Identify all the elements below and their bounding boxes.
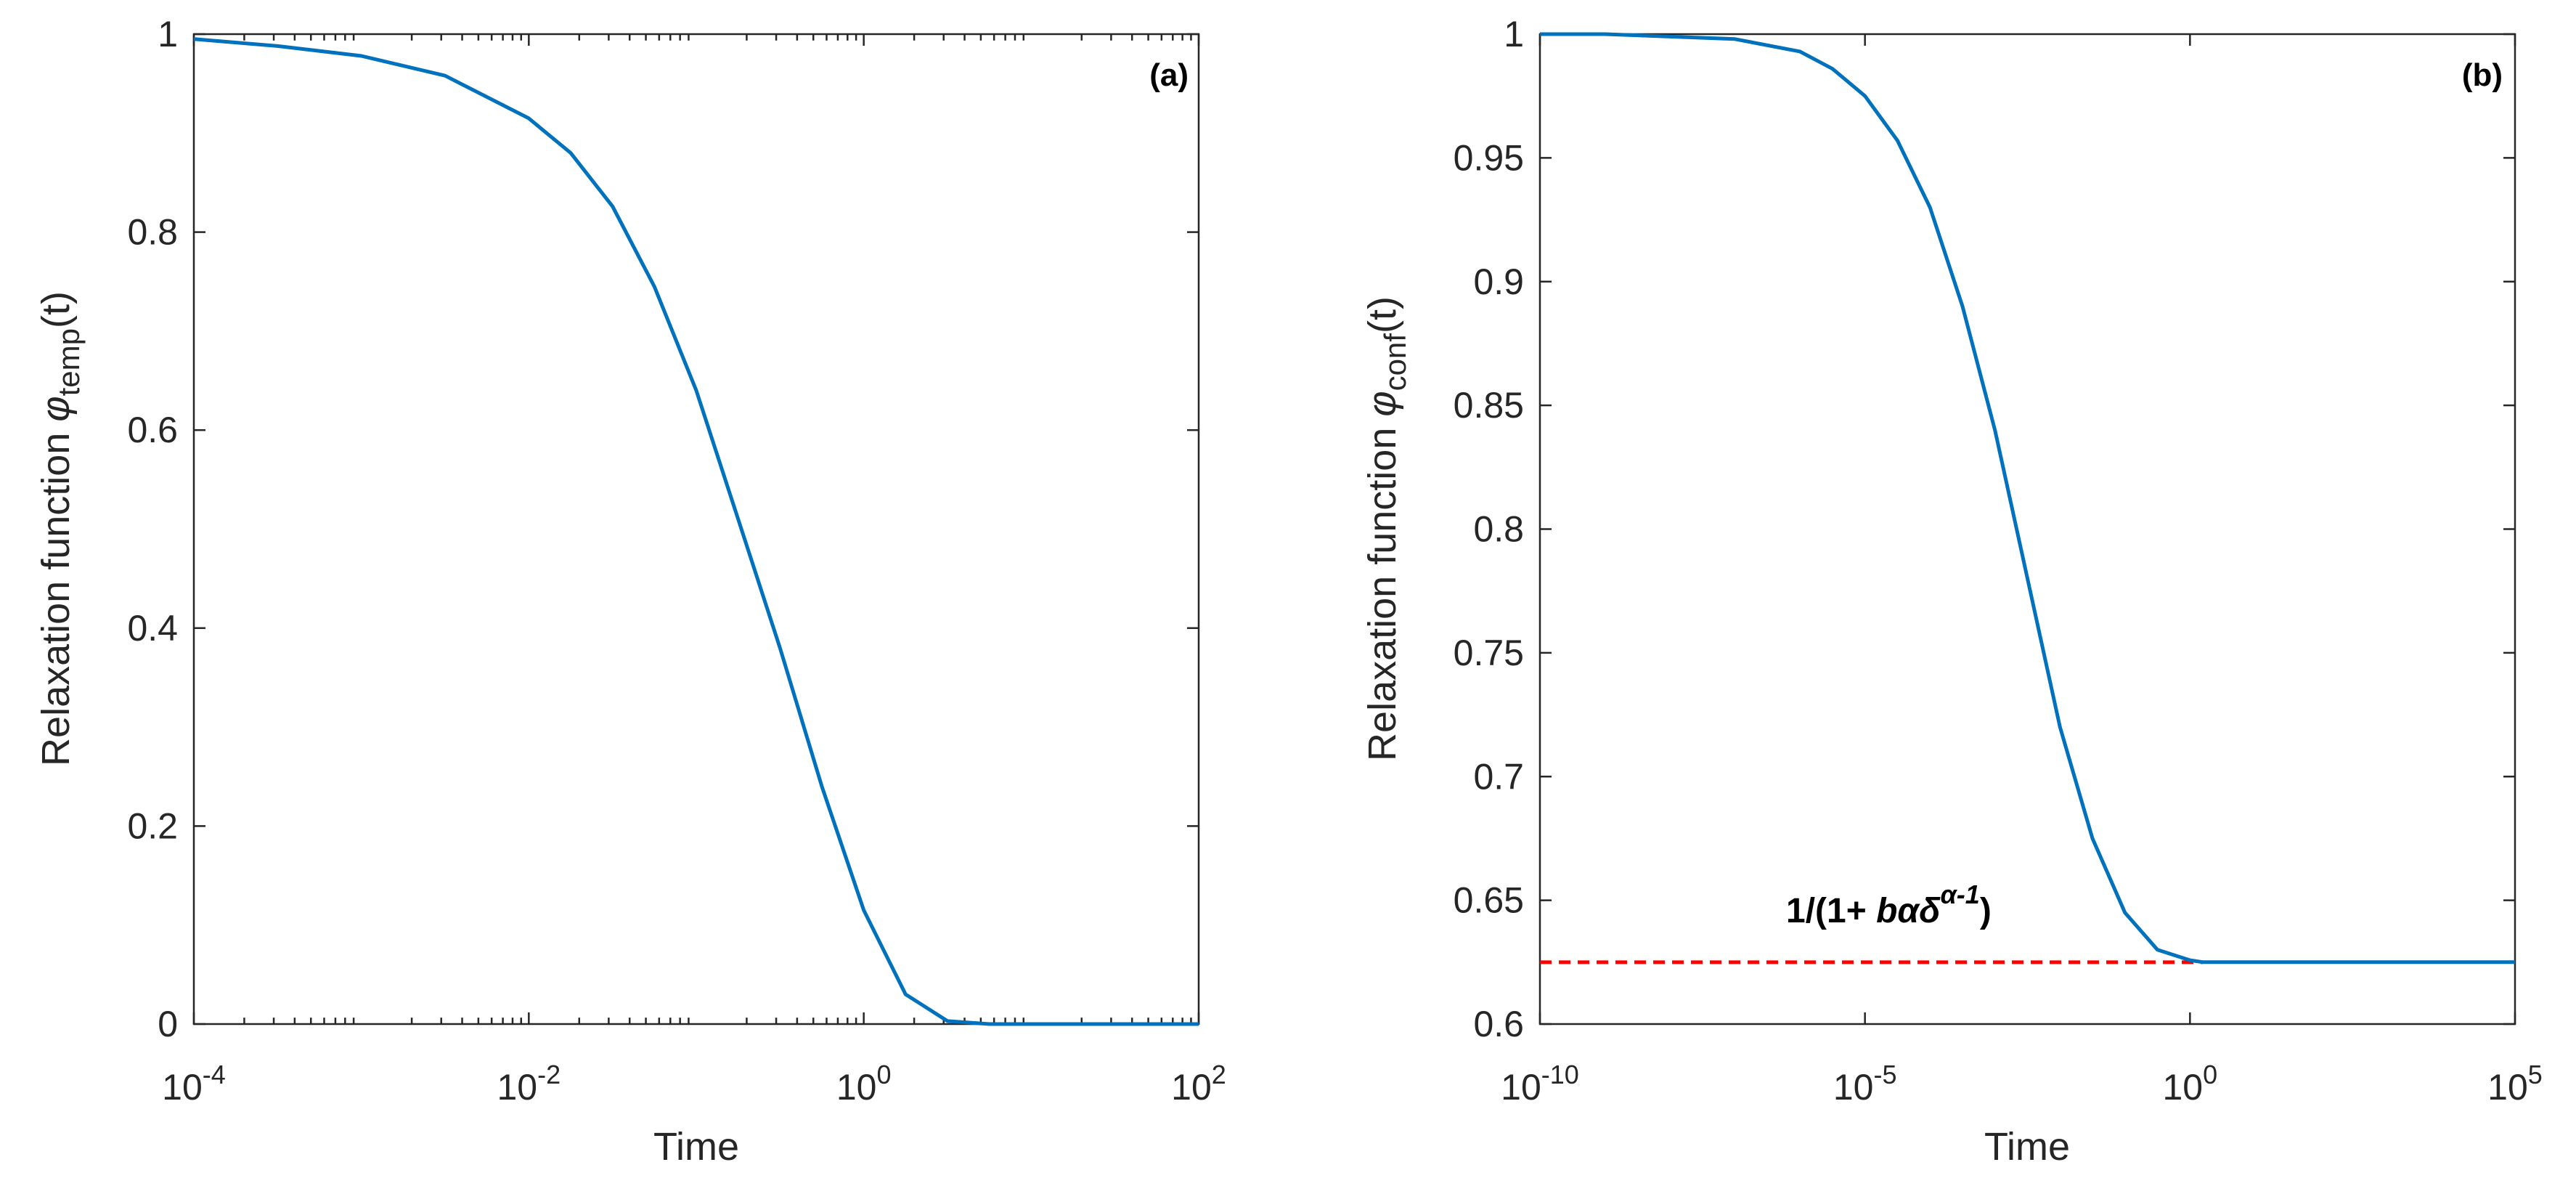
y-tick-label: 0.85 (1454, 385, 1524, 426)
x-tick-labels-b: 10-10 10-5 100 105 (1501, 1060, 2543, 1108)
x-axis-label-b: Time (1984, 1125, 2070, 1169)
y-tick-label: 0.95 (1454, 137, 1524, 178)
y-tick-label: 0.4 (127, 608, 178, 649)
y-axis-label-a: Relaxation function φtemp(t) (34, 291, 86, 766)
x-tick-label: 100 (2163, 1060, 2218, 1108)
x-axis-label-a: Time (653, 1125, 739, 1169)
y-tick-labels-b: 0.6 0.65 0.7 0.75 0.8 0.85 0.9 0.95 1 (1454, 14, 1524, 1044)
y-tick-label: 1 (158, 14, 178, 54)
y-tick-label: 0.75 (1454, 633, 1524, 673)
x-tick-label: 10-5 (1833, 1060, 1897, 1108)
reference-line-label: 1/(1+ bαδα-1) (1786, 880, 1992, 930)
panel-a: 0 0.2 0.4 0.6 0.8 1 10-4 10-2 100 102 (a) Time R… (34, 14, 1226, 1169)
x-tick-label: 10-2 (497, 1060, 561, 1108)
panel-label-b: (b) (2462, 57, 2503, 93)
x-tick-label: 10-10 (1501, 1060, 1579, 1108)
plot-area-b (1538, 33, 2516, 1025)
y-tick-label: 0.7 (1473, 756, 1524, 797)
plot-area-a (192, 33, 1200, 1025)
y-tick-label: 0.6 (1473, 1004, 1524, 1044)
y-tick-label: 0.65 (1454, 880, 1524, 921)
y-tick-label: 0 (158, 1004, 178, 1044)
y-tick-label: 0.8 (127, 212, 178, 253)
y-tick-label: 0.9 (1473, 261, 1524, 302)
x-tick-label: 105 (2487, 1060, 2543, 1108)
y-tick-label: 1 (1504, 14, 1524, 54)
x-tick-label: 100 (836, 1060, 892, 1108)
y-tick-label: 0.6 (127, 410, 178, 450)
x-tick-label: 10-4 (162, 1060, 226, 1108)
y-tick-labels-a: 0 0.2 0.4 0.6 0.8 1 (127, 14, 178, 1044)
y-tick-label: 0.8 (1473, 509, 1524, 550)
tick-marks-a (192, 33, 1200, 1025)
panel-b: 0.60.650.70.750.80.850.90.951 10-10 10-5 1… (1361, 14, 2543, 1169)
panel-label-a: (a) (1149, 57, 1189, 93)
tick-marks-b (1538, 33, 2516, 1025)
y-tick-label: 0.2 (127, 805, 178, 846)
x-tick-labels-a: 10-4 10-2 100 102 (162, 1060, 1226, 1108)
series-line-phi-conf (1540, 32, 2515, 964)
y-axis-label-b: Relaxation function φconf(t) (1361, 296, 1412, 761)
x-tick-label: 102 (1171, 1060, 1226, 1108)
series-line-phi-temp (193, 37, 1199, 1026)
